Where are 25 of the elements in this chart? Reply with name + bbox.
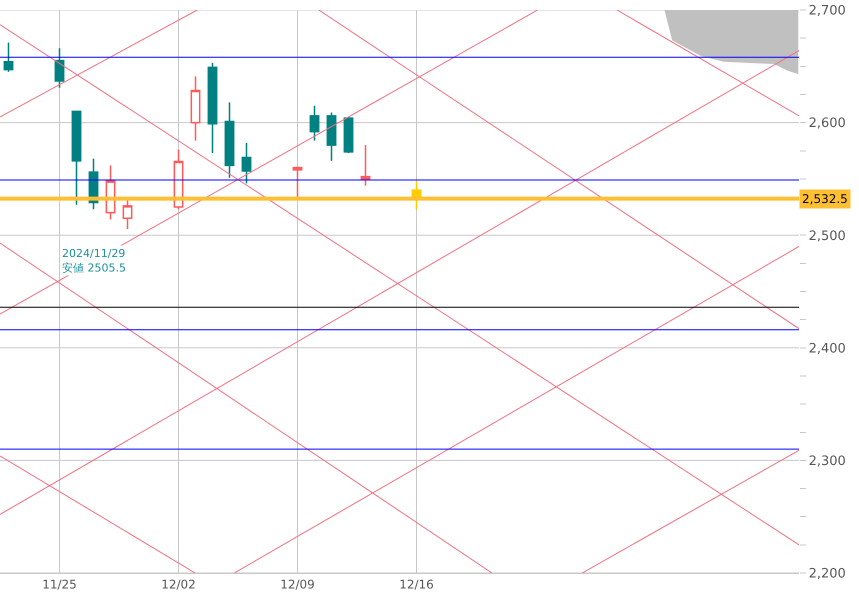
candlestick: [72, 110, 82, 206]
candlestick: [326, 112, 336, 162]
candlestick: [122, 200, 132, 230]
x-tick-label: 12/02: [161, 577, 196, 592]
candlestick: [208, 62, 218, 154]
y-tick-label: 2,300: [808, 454, 846, 469]
candlestick: [310, 104, 320, 142]
y-tick-label: 2,400: [808, 341, 846, 356]
y-tick-label: 2,700: [808, 4, 846, 19]
candlestick: [174, 148, 184, 210]
y-tick-label: 2,200: [808, 566, 846, 582]
candlestick: [344, 116, 354, 154]
candlestick: [360, 144, 370, 186]
x-tick-label: 12/09: [280, 577, 315, 592]
candlestick: [4, 42, 14, 73]
annotation: 2024/11/29 安値 2505.5: [62, 247, 126, 274]
candlestick: [190, 76, 200, 142]
candlestick: [224, 102, 234, 179]
x-tick-label: 11/25: [42, 577, 77, 592]
candlestick: [242, 142, 252, 184]
candlestick: [54, 48, 64, 88]
y-tick-label: 2,500: [808, 228, 846, 244]
x-tick-label: 12/16: [399, 577, 434, 592]
y-tick-label: 2,600: [808, 116, 846, 132]
ref-line-label: 2,532.5: [802, 192, 848, 206]
